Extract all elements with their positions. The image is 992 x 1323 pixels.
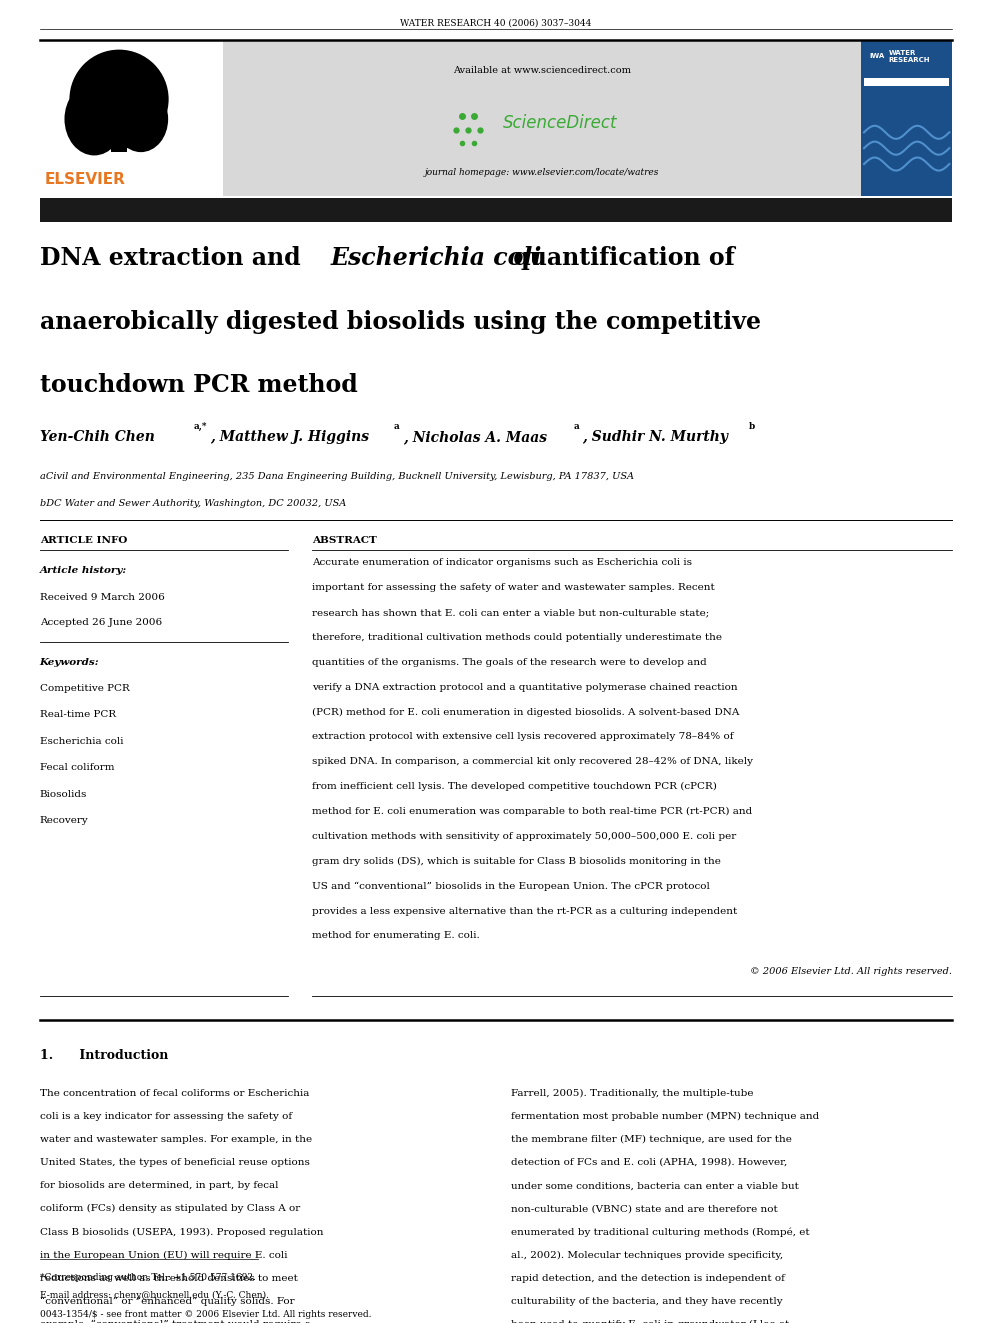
Text: under some conditions, bacteria can enter a viable but: under some conditions, bacteria can ente… (511, 1181, 799, 1191)
Bar (861, 41, 952, 196)
Text: a: a (394, 422, 400, 431)
Text: extraction protocol with extensive cell lysis recovered approximately 78–84% of: extraction protocol with extensive cell … (312, 733, 734, 741)
Bar (40, 41, 223, 196)
Text: , Nicholas A. Maas: , Nicholas A. Maas (403, 430, 547, 445)
Ellipse shape (64, 82, 124, 155)
Text: culturability of the bacteria, and they have recently: culturability of the bacteria, and they … (511, 1297, 783, 1306)
Ellipse shape (69, 49, 169, 148)
Text: E-mail address: cheny@bucknell.edu (Y.-C. Chen).: E-mail address: cheny@bucknell.edu (Y.-C… (40, 1291, 269, 1301)
Text: example, “conventional” treatment would require a: example, “conventional” treatment would … (40, 1320, 310, 1323)
Text: Escherichia coli: Escherichia coli (40, 737, 123, 746)
Text: journal homepage: www.elsevier.com/locate/watres: journal homepage: www.elsevier.com/locat… (425, 168, 660, 177)
Text: aCivil and Environmental Engineering, 235 Dana Engineering Building, Bucknell Un: aCivil and Environmental Engineering, 23… (40, 472, 634, 482)
Bar (223, 41, 861, 196)
Text: Accurate enumeration of indicator organisms such as Escherichia coli is: Accurate enumeration of indicator organi… (312, 558, 692, 568)
Text: WATER RESEARCH 40 (2006) 3037–3044: WATER RESEARCH 40 (2006) 3037–3044 (401, 19, 591, 28)
Text: ARTICLE INFO: ARTICLE INFO (40, 536, 127, 545)
Text: method for enumerating E. coli.: method for enumerating E. coli. (312, 931, 480, 941)
Text: Article history:: Article history: (40, 566, 127, 576)
Text: important for assessing the safety of water and wastewater samples. Recent: important for assessing the safety of wa… (312, 583, 715, 593)
Text: anaerobically digested biosolids using the competitive: anaerobically digested biosolids using t… (40, 310, 761, 333)
Ellipse shape (113, 86, 168, 152)
Text: IWA: IWA (869, 53, 884, 60)
Text: for biosolids are determined, in part, by fecal: for biosolids are determined, in part, b… (40, 1181, 278, 1191)
Text: US and “conventional” biosolids in the European Union. The cPCR protocol: US and “conventional” biosolids in the E… (312, 881, 710, 890)
Text: al., 2002). Molecular techniques provide specificity,: al., 2002). Molecular techniques provide… (511, 1250, 783, 1259)
Text: Fecal coliform: Fecal coliform (40, 763, 114, 773)
Text: rapid detection, and the detection is independent of: rapid detection, and the detection is in… (511, 1274, 785, 1283)
Text: spiked DNA. In comparison, a commercial kit only recovered 28–42% of DNA, likely: spiked DNA. In comparison, a commercial … (312, 757, 754, 766)
Text: Real-time PCR: Real-time PCR (40, 710, 116, 720)
Text: b: b (749, 422, 755, 431)
Text: touchdown PCR method: touchdown PCR method (40, 373, 357, 397)
Bar (40, 198, 952, 222)
Text: research has shown that E. coli can enter a viable but non-culturable state;: research has shown that E. coli can ente… (312, 609, 709, 617)
Text: ABSTRACT: ABSTRACT (312, 536, 377, 545)
Text: provides a less expensive alternative than the rt-PCR as a culturing independent: provides a less expensive alternative th… (312, 906, 738, 916)
Text: verify a DNA extraction protocol and a quantitative polymerase chained reaction: verify a DNA extraction protocol and a q… (312, 683, 738, 692)
Bar (864, 78, 949, 86)
Text: coli is a key indicator for assessing the safety of: coli is a key indicator for assessing th… (40, 1111, 292, 1121)
Text: WATER
RESEARCH: WATER RESEARCH (889, 50, 930, 64)
Text: non-culturable (VBNC) state and are therefore not: non-culturable (VBNC) state and are ther… (511, 1204, 778, 1213)
Text: Recovery: Recovery (40, 816, 88, 826)
Text: a,*: a,* (193, 422, 207, 431)
Text: DNA extraction and: DNA extraction and (40, 246, 309, 270)
Text: a: a (573, 422, 579, 431)
Text: therefore, traditional cultivation methods could potentially underestimate the: therefore, traditional cultivation metho… (312, 632, 722, 642)
Text: The concentration of fecal coliforms or Escherichia: The concentration of fecal coliforms or … (40, 1089, 310, 1098)
Text: Competitive PCR: Competitive PCR (40, 684, 129, 693)
Text: Yen-Chih Chen: Yen-Chih Chen (40, 430, 155, 445)
Text: reductions as well as threshold densities to meet: reductions as well as threshold densitie… (40, 1274, 298, 1283)
Text: Accepted 26 June 2006: Accepted 26 June 2006 (40, 618, 162, 627)
Text: fermentation most probable number (MPN) technique and: fermentation most probable number (MPN) … (511, 1111, 819, 1121)
Text: *Corresponding author. Tel.: +1 570 577 1692.: *Corresponding author. Tel.: +1 570 577 … (40, 1273, 256, 1282)
Text: United States, the types of beneficial reuse options: United States, the types of beneficial r… (40, 1158, 310, 1167)
Text: Available at www.sciencedirect.com: Available at www.sciencedirect.com (453, 66, 631, 75)
Text: Biosolids: Biosolids (40, 790, 87, 799)
Text: “conventional” or “enhanced” quality solids. For: “conventional” or “enhanced” quality sol… (40, 1297, 295, 1306)
Text: the membrane filter (MF) technique, are used for the: the membrane filter (MF) technique, are … (511, 1135, 792, 1144)
Text: Received 9 March 2006: Received 9 March 2006 (40, 593, 165, 602)
Text: , Sudhir N. Murthy: , Sudhir N. Murthy (582, 430, 728, 445)
Text: in the European Union (EU) will require E. coli: in the European Union (EU) will require … (40, 1250, 287, 1259)
Text: Escherichia coli: Escherichia coli (330, 246, 542, 270)
Text: from inefficient cell lysis. The developed competitive touchdown PCR (cPCR): from inefficient cell lysis. The develop… (312, 782, 717, 791)
Text: Keywords:: Keywords: (40, 658, 99, 667)
Text: , Matthew J. Higgins: , Matthew J. Higgins (210, 430, 369, 445)
Text: © 2006 Elsevier Ltd. All rights reserved.: © 2006 Elsevier Ltd. All rights reserved… (750, 967, 952, 976)
Text: enumerated by traditional culturing methods (Rompé, et: enumerated by traditional culturing meth… (511, 1228, 809, 1237)
Text: coliform (FCs) density as stipulated by Class A or: coliform (FCs) density as stipulated by … (40, 1204, 300, 1213)
Text: been used to quantify E. coli in groundwater (Lleo et: been used to quantify E. coli in groundw… (511, 1320, 789, 1323)
Text: 0043-1354/$ - see front matter © 2006 Elsevier Ltd. All rights reserved.: 0043-1354/$ - see front matter © 2006 El… (40, 1310, 371, 1319)
Text: ELSEVIER: ELSEVIER (45, 172, 126, 187)
Text: 1.      Introduction: 1. Introduction (40, 1049, 168, 1062)
Text: ScienceDirect: ScienceDirect (503, 114, 617, 132)
Text: gram dry solids (DS), which is suitable for Class B biosolids monitoring in the: gram dry solids (DS), which is suitable … (312, 857, 721, 865)
Text: bDC Water and Sewer Authority, Washington, DC 20032, USA: bDC Water and Sewer Authority, Washingto… (40, 499, 346, 508)
Text: detection of FCs and E. coli (APHA, 1998). However,: detection of FCs and E. coli (APHA, 1998… (511, 1158, 787, 1167)
Text: method for E. coli enumeration was comparable to both real-time PCR (rt-PCR) and: method for E. coli enumeration was compa… (312, 807, 753, 816)
Text: quantities of the organisms. The goals of the research were to develop and: quantities of the organisms. The goals o… (312, 658, 707, 667)
Text: Class B biosolids (USEPA, 1993). Proposed regulation: Class B biosolids (USEPA, 1993). Propose… (40, 1228, 323, 1237)
Text: Farrell, 2005). Traditionally, the multiple-tube: Farrell, 2005). Traditionally, the multi… (511, 1089, 753, 1098)
Text: water and wastewater samples. For example, in the: water and wastewater samples. For exampl… (40, 1135, 311, 1144)
Text: (PCR) method for E. coli enumeration in digested biosolids. A solvent-based DNA: (PCR) method for E. coli enumeration in … (312, 708, 740, 717)
Text: cultivation methods with sensitivity of approximately 50,000–500,000 E. coli per: cultivation methods with sensitivity of … (312, 832, 737, 841)
Bar (111, 123, 127, 152)
Text: quantification of: quantification of (505, 246, 735, 270)
